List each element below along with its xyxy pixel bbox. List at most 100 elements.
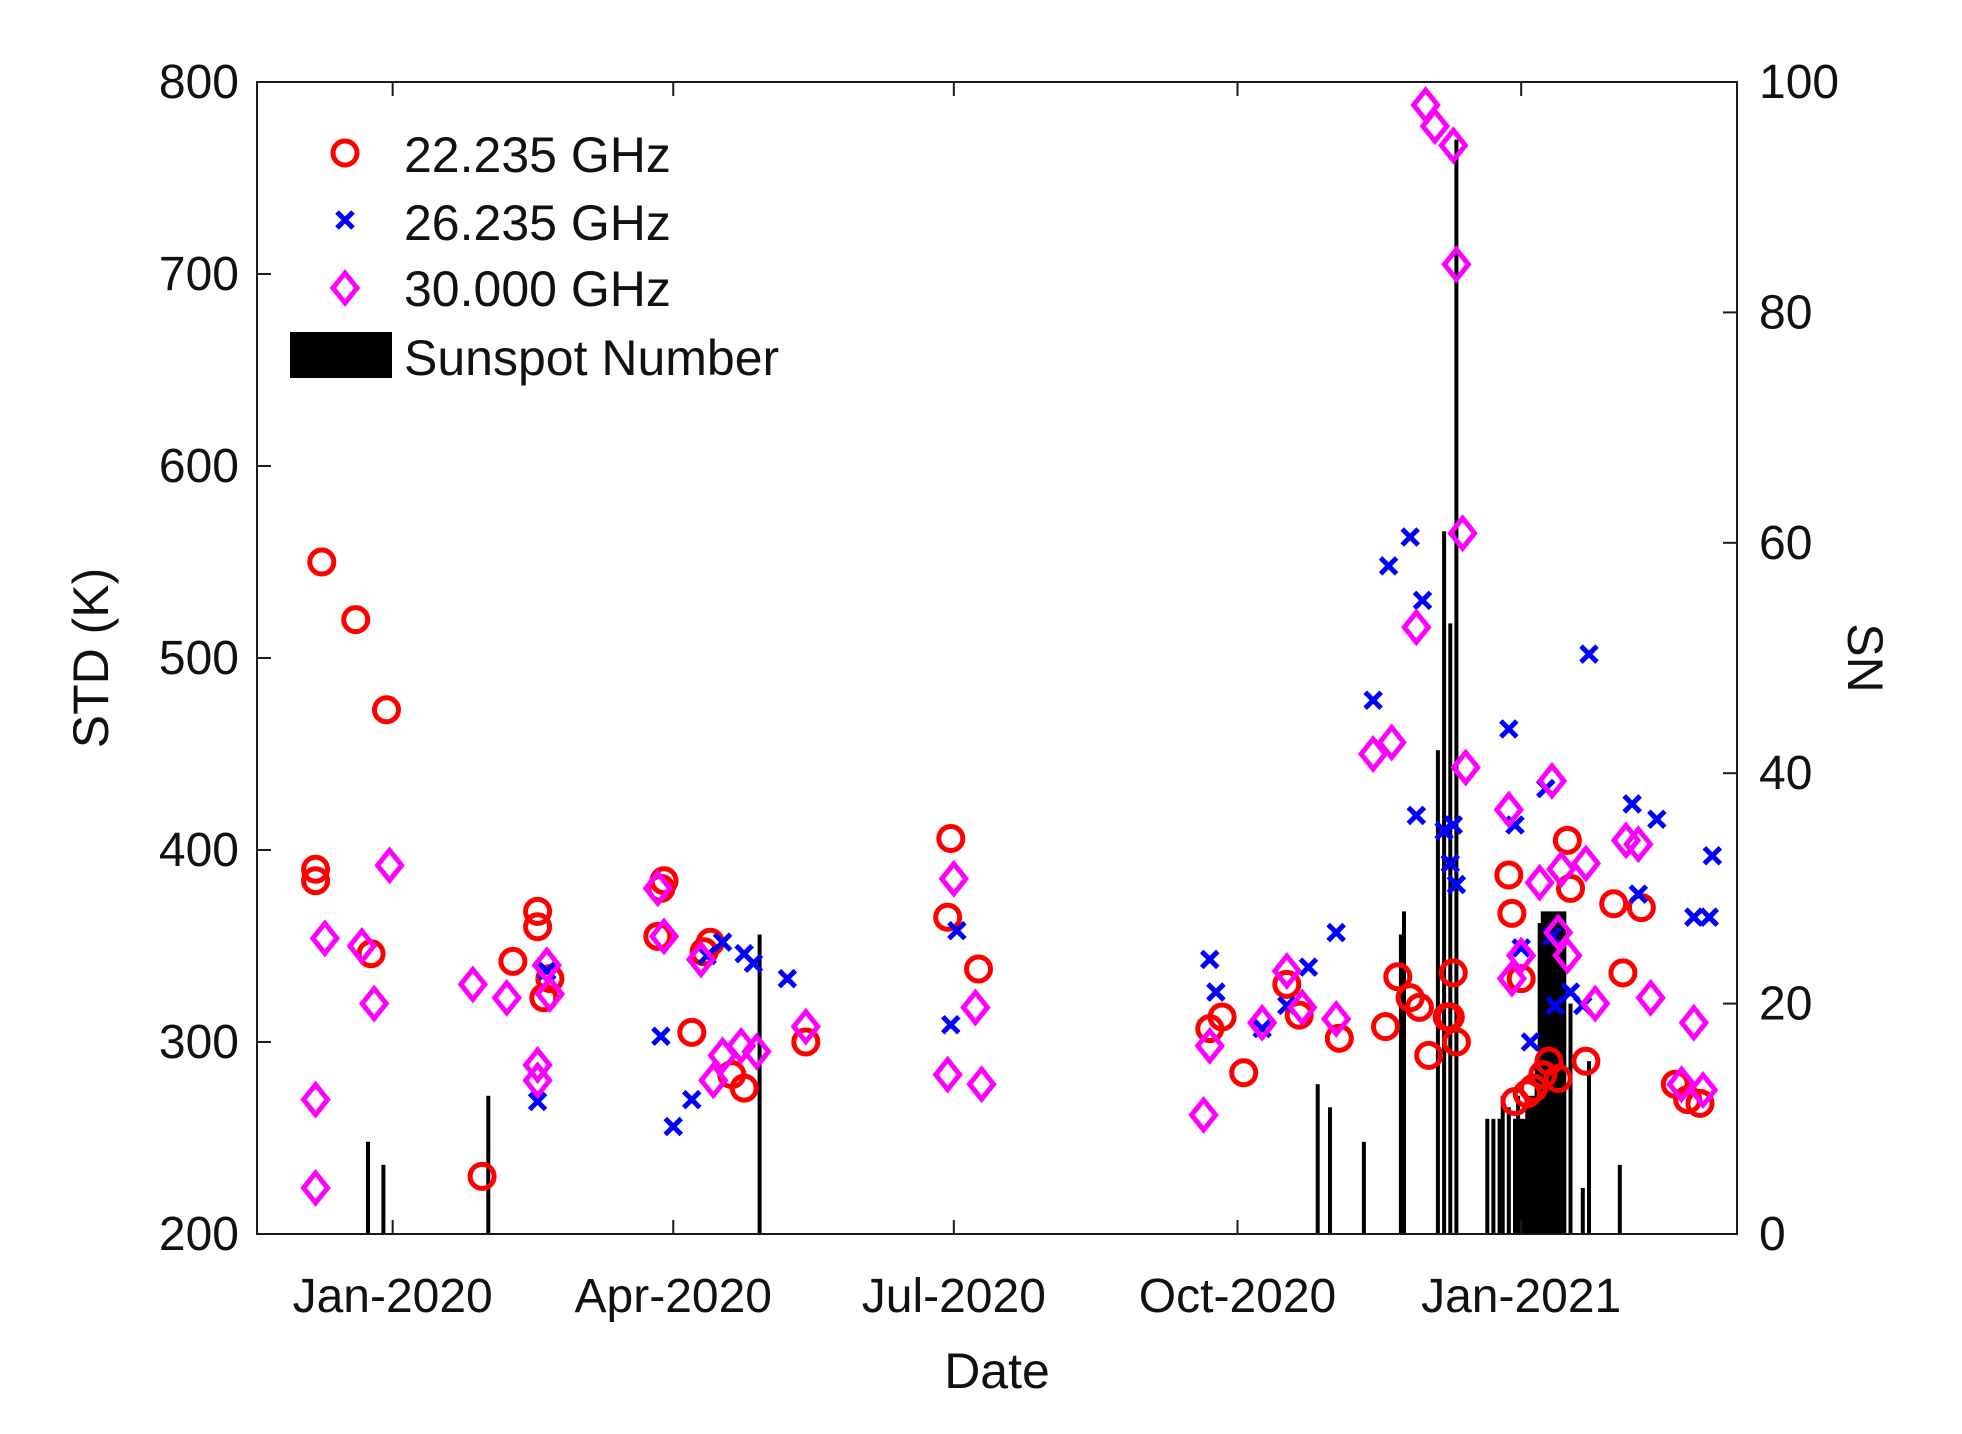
point-30ghz (1505, 936, 1537, 975)
point-30ghz (522, 1046, 553, 1085)
point-22ghz (1552, 825, 1582, 855)
sunspot-bar (1617, 1164, 1622, 1234)
point-30ghz (1376, 723, 1407, 762)
point-22ghz (1435, 1002, 1465, 1032)
sunspot-bar (1315, 1084, 1320, 1234)
sunspot-bar (1525, 1107, 1530, 1234)
point-26ghz (1363, 690, 1383, 711)
point-30ghz (648, 917, 680, 956)
point-26ghz (1520, 1032, 1541, 1052)
sunspot-bar (1506, 1107, 1511, 1234)
point-30ghz (1320, 999, 1352, 1038)
point-30ghz (1419, 107, 1451, 146)
x-axis-title: Date (944, 1343, 1050, 1399)
point-30ghz (1401, 608, 1432, 647)
sunspot-bar (1328, 1107, 1332, 1234)
point-26ghz (681, 1089, 702, 1110)
point-22ghz (791, 1027, 821, 1057)
axis-ticks: 200 300 400 500 600 700 800 0 20 40 60 80 100 Jan-202… (159, 56, 1839, 1323)
point-30ghz (1447, 514, 1478, 553)
sunspot-bar (1522, 1118, 1527, 1234)
point-30ghz (1678, 1003, 1710, 1042)
point-26ghz (1446, 874, 1467, 895)
sunspot-bar (1454, 139, 1459, 1235)
point-22ghz (1207, 1002, 1237, 1032)
legend-label-22ghz: 22.235 GHz (404, 127, 671, 183)
point-30ghz (309, 919, 341, 958)
sunspot-bar (1485, 1118, 1490, 1234)
legend-diamond-marker (329, 268, 361, 308)
point-26ghz (1406, 805, 1427, 826)
point-22ghz (301, 866, 331, 896)
point-22ghz (729, 1073, 759, 1103)
sunspot-bar (1500, 1095, 1505, 1234)
point-22ghz (1512, 1079, 1542, 1109)
sunspot-bar (1398, 934, 1403, 1234)
point-30ghz (1450, 748, 1481, 787)
point-30ghz (966, 1065, 997, 1104)
point-30ghz (374, 846, 405, 885)
point-30ghz (522, 1061, 553, 1100)
y2-axis-title: SN (1837, 623, 1893, 692)
y2-tick-label: 40 (1759, 747, 1812, 800)
point-30ghz (1441, 245, 1472, 284)
point-30ghz (1357, 734, 1389, 774)
point-30ghz (938, 859, 970, 898)
sunspot-bar (1497, 1118, 1502, 1234)
y2-tick-label: 0 (1759, 1208, 1786, 1261)
point-26ghz (1199, 949, 1220, 970)
point-26ghz (712, 932, 733, 952)
point-30ghz (698, 1061, 729, 1100)
point-26ghz (1579, 644, 1599, 664)
legend-item-sunspot: Sunspot Number (290, 330, 779, 386)
legend-x-marker (335, 210, 355, 230)
y-tick-label: 300 (159, 1016, 239, 1069)
point-22ghz (1543, 1064, 1573, 1093)
point-22ghz (1494, 860, 1524, 890)
point-30ghz (1570, 844, 1602, 883)
point-22ghz (1571, 1046, 1601, 1076)
point-26ghz (1628, 884, 1649, 904)
sunspot-bar (1513, 1118, 1517, 1234)
point-22ghz (341, 605, 371, 635)
point-26ghz (1545, 995, 1565, 1016)
x-tick-label: Oct-2020 (1139, 1270, 1336, 1323)
point-26ghz (1400, 527, 1420, 547)
point-30ghz (534, 974, 566, 1014)
point-30ghz (932, 1055, 963, 1094)
y-tick-label: 700 (159, 248, 239, 301)
point-30ghz (685, 940, 717, 979)
point-22ghz (643, 921, 673, 951)
sunspot-bar (1531, 1095, 1536, 1234)
point-26ghz (1326, 922, 1346, 943)
sunspot-bar (366, 1141, 370, 1234)
y-tick-label: 600 (159, 440, 239, 493)
point-22ghz (372, 695, 401, 725)
point-26ghz (1412, 590, 1433, 611)
y2-tick-label: 80 (1759, 286, 1812, 339)
x-tick-label: Jul-2020 (862, 1270, 1046, 1323)
point-22ghz (1438, 958, 1468, 988)
legend-item-30ghz: 30.000 GHz (329, 261, 671, 317)
point-30ghz (1552, 936, 1583, 975)
legend-circle-marker (330, 138, 360, 168)
sunspot-bar (1435, 750, 1440, 1234)
point-22ghz (1404, 992, 1434, 1022)
point-30ghz (642, 869, 674, 908)
point-22ghz (1414, 1040, 1444, 1070)
point-26ghz (1298, 957, 1319, 977)
point-26ghz (1647, 809, 1667, 830)
point-30ghz (725, 1026, 757, 1065)
point-22ghz (936, 824, 966, 853)
legend: 22.235 GHz 26.235 GHz 30.000 GHz Sunspot… (290, 127, 779, 386)
point-30ghz (1271, 951, 1303, 990)
point-26ghz (1206, 982, 1226, 1002)
point-22ghz (1685, 1088, 1715, 1118)
point-26ghz (1684, 907, 1704, 927)
point-30ghz (1623, 825, 1654, 864)
point-30ghz (1287, 988, 1318, 1027)
point-26ghz (1699, 907, 1720, 927)
sunspot-bar (1580, 1187, 1585, 1234)
point-22ghz (523, 896, 553, 926)
